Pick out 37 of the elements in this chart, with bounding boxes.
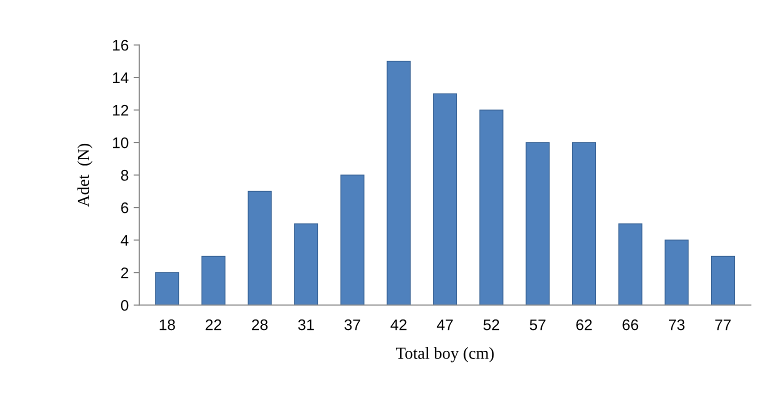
y-tick-label: 6 <box>121 202 128 214</box>
x-tick-label: 66 <box>622 319 638 330</box>
x-tick-label: 31 <box>298 319 314 330</box>
bar <box>386 60 411 306</box>
x-tick-label: 73 <box>668 319 684 330</box>
x-tick-label: 77 <box>715 320 731 330</box>
bar <box>340 174 364 306</box>
bar <box>201 256 226 306</box>
bar <box>618 223 642 306</box>
bar <box>572 142 596 306</box>
y-tick-label: 8 <box>121 170 128 181</box>
bar <box>526 142 550 306</box>
bar <box>294 223 318 306</box>
y-axis-title: Adet (N) <box>77 144 92 207</box>
bar <box>248 190 272 306</box>
y-tick-label: 4 <box>120 235 128 246</box>
x-tick-label: 28 <box>252 319 268 330</box>
y-tick-label: 0 <box>121 300 128 311</box>
bar <box>664 240 689 306</box>
y-tick-label: 16 <box>113 40 128 51</box>
x-tick-label: 18 <box>160 319 175 330</box>
x-tick-label: 47 <box>436 320 453 330</box>
y-tick-label: 10 <box>113 137 128 148</box>
x-axis-title: Total boy (cm) <box>396 347 494 362</box>
x-tick-label: 22 <box>206 319 222 330</box>
y-tick-label: 14 <box>113 72 128 84</box>
x-tick-label: 37 <box>344 319 360 330</box>
bar <box>710 256 735 306</box>
y-tick-label: 2 <box>121 267 128 278</box>
x-tick-label: 42 <box>390 319 406 330</box>
x-tick-label: 57 <box>530 320 546 330</box>
y-tick-label: 12 <box>113 104 128 116</box>
bar <box>479 110 504 306</box>
x-tick-label: 52 <box>483 319 500 330</box>
x-tick-label: 62 <box>576 319 592 330</box>
bar <box>155 272 180 306</box>
bar <box>433 93 458 306</box>
